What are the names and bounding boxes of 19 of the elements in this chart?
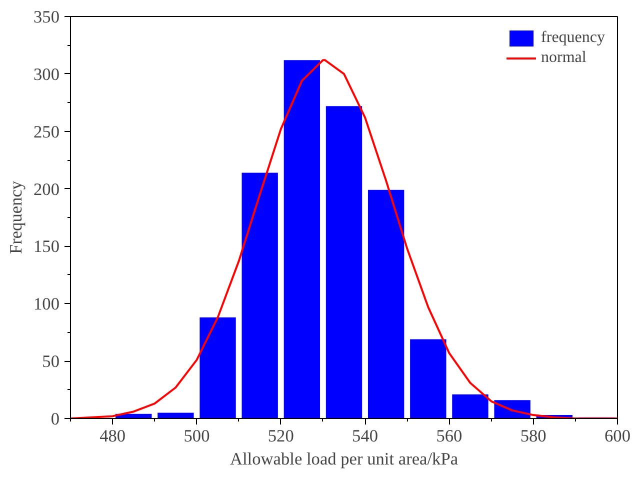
- x-tick-label: 520: [268, 426, 294, 446]
- legend-label: frequency: [541, 29, 605, 47]
- x-tick-label: 500: [184, 426, 210, 446]
- y-axis-title: Frequency: [6, 180, 26, 254]
- y-tick-label: 100: [34, 294, 60, 314]
- x-tick-label: 540: [352, 426, 378, 446]
- x-tick-label: 600: [604, 426, 631, 446]
- y-tick-label: 50: [42, 352, 60, 372]
- legend-label: normal: [541, 49, 586, 67]
- x-tick-label: 580: [520, 426, 546, 446]
- y-tick-label: 300: [34, 64, 60, 84]
- x-tick-label: 480: [100, 426, 126, 446]
- y-tick-label: 250: [34, 122, 60, 142]
- y-tick-label: 350: [34, 8, 60, 26]
- x-tick-label: 560: [436, 426, 462, 446]
- y-tick-label: 0: [50, 410, 60, 428]
- y-tick-label: 200: [34, 180, 60, 199]
- y-tick-label: 150: [34, 237, 60, 256]
- x-axis-title: Allowable load per unit area/kPa: [230, 450, 458, 468]
